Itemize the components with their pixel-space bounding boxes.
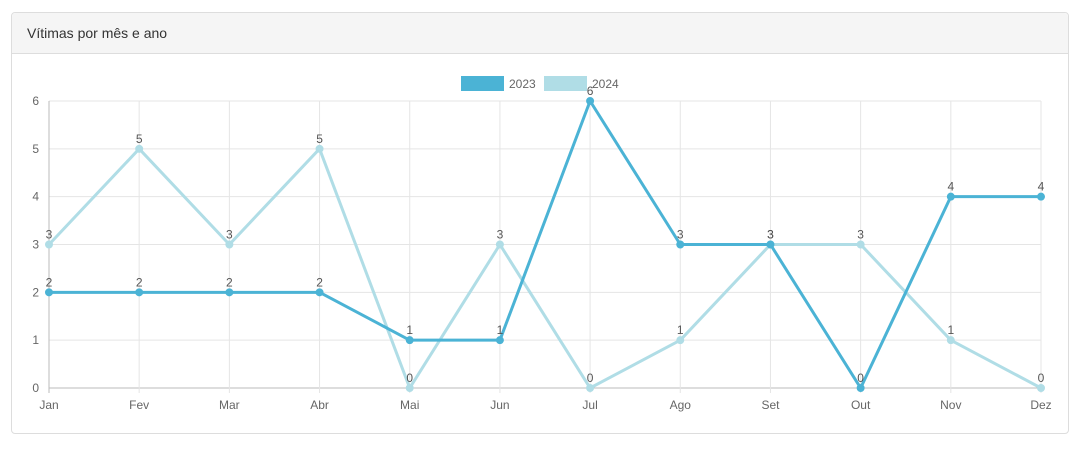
y-tick-label: 4 <box>32 190 39 204</box>
data-point-2024 <box>1037 384 1045 392</box>
data-point-2023 <box>1037 192 1045 201</box>
data-point-2024 <box>405 384 414 392</box>
data-label-2024: 3 <box>857 228 864 242</box>
x-tick-label: Abr <box>310 398 329 412</box>
data-label-2023: 2 <box>226 275 233 289</box>
data-point-2023 <box>946 192 955 201</box>
data-label-2023: 6 <box>587 84 594 98</box>
data-label-2024: 3 <box>46 228 53 242</box>
data-label-2023: 3 <box>767 228 774 242</box>
x-tick-label: Jul <box>582 398 597 412</box>
data-label-2023: 2 <box>316 275 323 289</box>
data-point-2023 <box>45 288 53 297</box>
data-point-2023 <box>586 97 595 105</box>
legend-label-2023: 2023 <box>509 77 536 91</box>
x-tick-label: Fev <box>129 398 149 412</box>
data-label-2023: 3 <box>677 228 684 242</box>
series-line-2024 <box>47 147 1042 390</box>
data-point-2023 <box>135 288 144 297</box>
data-point-2023 <box>676 240 685 249</box>
data-point-2024 <box>495 240 504 249</box>
data-label-2024: 3 <box>767 228 774 242</box>
data-point-2024 <box>856 240 865 249</box>
x-tick-label: Mar <box>219 398 240 412</box>
chart-panel: Vítimas por mês e ano <box>11 12 1069 434</box>
data-point-2024 <box>586 384 595 392</box>
y-tick-label: 3 <box>32 238 39 252</box>
data-label-2024: 5 <box>316 132 323 146</box>
data-point-2023 <box>766 240 775 249</box>
legend-swatch-2023 <box>461 76 504 91</box>
data-label-2023: 2 <box>46 275 53 289</box>
x-tick-label: Nov <box>940 398 961 412</box>
data-label-2023: 0 <box>857 371 864 385</box>
x-tick-label: Dez <box>1030 398 1051 412</box>
data-point-2023 <box>405 336 414 345</box>
data-point-2023 <box>225 288 234 297</box>
data-point-2024 <box>45 240 53 249</box>
data-point-2024 <box>135 144 144 153</box>
x-tick-label: Out <box>851 398 871 412</box>
y-tick-label: 1 <box>32 333 39 347</box>
series-line-2023 <box>49 99 1041 390</box>
data-label-2024: 0 <box>406 371 413 385</box>
y-tick-label: 6 <box>32 94 39 108</box>
x-tick-label: Mai <box>400 398 419 412</box>
data-label-2024: 0 <box>587 371 594 385</box>
panel-title: Vítimas por mês e ano <box>12 13 1068 54</box>
legend-label-2024: 2024 <box>592 77 619 91</box>
y-tick-label: 2 <box>32 285 39 299</box>
data-label-2023: 4 <box>947 180 954 194</box>
data-label-2024: 0 <box>1038 371 1045 385</box>
x-tick-label: Jun <box>490 398 509 412</box>
y-tick-label: 0 <box>32 381 39 395</box>
data-label-2023: 1 <box>406 323 413 337</box>
data-point-2024 <box>676 336 685 345</box>
data-label-2023: 1 <box>497 323 504 337</box>
data-point-2024 <box>225 240 234 249</box>
y-tick-label: 5 <box>32 142 39 156</box>
legend-swatch-2024 <box>544 76 587 91</box>
data-point-2023 <box>315 288 324 297</box>
data-label-2024: 3 <box>497 228 504 242</box>
data-label-2024: 1 <box>947 323 954 337</box>
x-tick-label: Ago <box>670 398 692 412</box>
data-label-2024: 1 <box>677 323 684 337</box>
data-label-2024: 5 <box>136 132 143 146</box>
data-point-2024 <box>315 144 324 153</box>
data-point-2023 <box>856 384 865 392</box>
data-point-2023 <box>495 336 504 345</box>
x-tick-label: Set <box>761 398 780 412</box>
data-label-2024: 3 <box>226 228 233 242</box>
data-point-2024 <box>946 336 955 345</box>
x-tick-label: Jan <box>39 398 58 412</box>
data-label-2023: 4 <box>1038 180 1045 194</box>
data-label-2023: 2 <box>136 275 143 289</box>
